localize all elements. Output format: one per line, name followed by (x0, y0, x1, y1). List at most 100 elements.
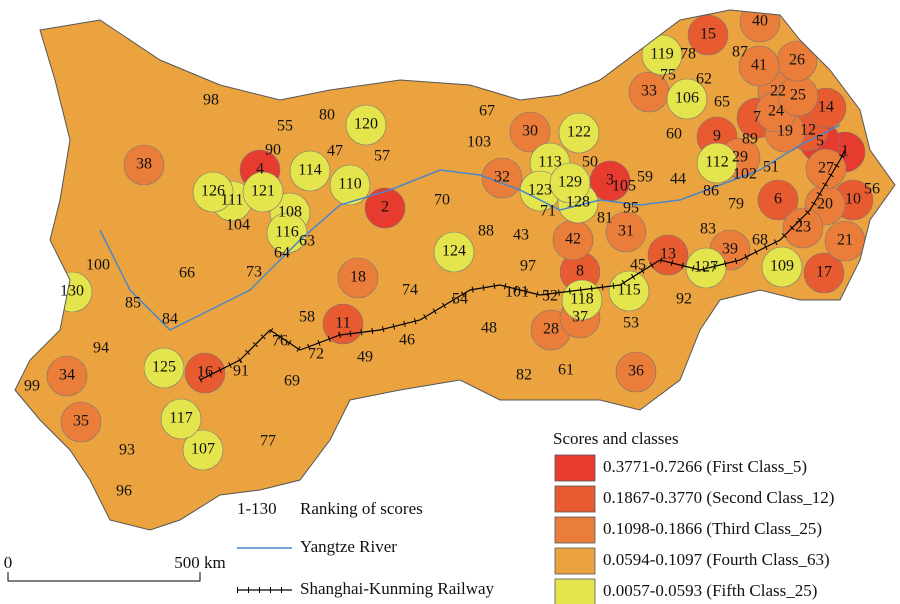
region-rank: 88 (478, 223, 494, 240)
region-rank: 74 (402, 282, 418, 299)
region-rank: 84 (162, 311, 178, 328)
rank-text: Ranking of scores (300, 499, 423, 518)
region-rank: 17 (816, 264, 832, 281)
region (687, 14, 729, 56)
region-rank: 34 (59, 367, 75, 384)
region-rank: 42 (565, 231, 581, 248)
region-rank: 85 (125, 295, 141, 312)
region-rank: 15 (700, 26, 716, 43)
region-rank: 81 (597, 210, 613, 227)
region-rank: 47 (327, 143, 343, 160)
region-rank: 101 (505, 284, 529, 301)
region-rank: 71 (540, 203, 556, 220)
legend-label: 0.0057-0.0593 (Fifth Class_25) (603, 581, 817, 600)
region-rank: 95 (623, 200, 639, 217)
region-rank: 119 (650, 46, 673, 63)
region-rank: 109 (770, 258, 794, 275)
region-rank: 89 (742, 131, 758, 148)
region-rank: 24 (768, 103, 784, 120)
region (364, 187, 406, 229)
region-rank: 39 (722, 241, 738, 258)
region-rank: 23 (795, 219, 811, 236)
region (615, 351, 657, 393)
region-rank: 108 (278, 204, 302, 221)
region-rank: 77 (260, 433, 276, 450)
region-rank: 86 (703, 183, 719, 200)
region-rank: 65 (714, 94, 730, 111)
region (666, 78, 708, 120)
region-rank: 61 (558, 362, 574, 379)
legend-swatch (554, 454, 596, 482)
region-rank: 127 (694, 259, 718, 276)
region (481, 157, 523, 199)
region (123, 144, 165, 186)
legend-label: 0.1867-0.3770 (Second Class_12) (603, 488, 834, 507)
region-rank: 11 (335, 315, 350, 332)
region-rank: 97 (520, 258, 536, 275)
region-rank: 48 (481, 320, 497, 337)
region (322, 303, 364, 345)
region-rank: 82 (516, 367, 532, 384)
region-rank: 49 (357, 349, 373, 366)
region-rank: 33 (641, 83, 657, 100)
region-rank: 91 (233, 363, 249, 380)
region (345, 104, 387, 146)
region-rank: 128 (566, 194, 590, 211)
region-rank: 117 (169, 410, 192, 427)
region-rank: 50 (582, 154, 598, 171)
rank-range: 1-130 (237, 499, 277, 518)
region (805, 148, 847, 190)
region-rank: 130 (60, 283, 84, 300)
region (60, 401, 102, 443)
region-rank: 67 (479, 103, 495, 120)
region-rank: 29 (732, 149, 748, 166)
region-rank: 64 (274, 245, 290, 262)
region-rank: 35 (73, 413, 89, 430)
legend-swatch (554, 547, 596, 575)
region-rank: 4 (256, 161, 264, 178)
region-rank: 20 (817, 196, 833, 213)
region (738, 45, 780, 87)
region-rank: 25 (790, 87, 806, 104)
region-rank: 60 (666, 126, 682, 143)
region-rank: 68 (752, 232, 768, 249)
region (192, 171, 234, 213)
region-rank: 90 (265, 142, 281, 159)
region-rank: 40 (752, 13, 768, 30)
region-rank: 6 (774, 191, 782, 208)
region-rank: 103 (467, 134, 491, 151)
scale-end: 500 km (174, 553, 225, 572)
region (289, 150, 331, 192)
region-rank: 51 (763, 159, 779, 176)
region-rank: 70 (434, 192, 450, 209)
region-rank: 28 (543, 321, 559, 338)
region (558, 112, 600, 154)
region (757, 179, 799, 221)
region-rank: 118 (570, 291, 593, 308)
region-rank: 43 (513, 227, 529, 244)
region-rank: 2 (381, 199, 389, 216)
region-rank: 38 (136, 156, 152, 173)
region-rank: 46 (399, 332, 415, 349)
legend-label: 0.0594-0.1097 (Fourth Class_63) (603, 550, 830, 569)
region-rank: 111 (221, 192, 244, 209)
region-rank: 44 (670, 171, 686, 188)
region-rank: 66 (179, 265, 195, 282)
region-rank: 16 (197, 364, 213, 381)
region-rank: 105 (612, 178, 636, 195)
region-rank: 114 (298, 162, 321, 179)
railway (198, 148, 848, 383)
region-rank: 129 (558, 174, 582, 191)
region-rank: 104 (226, 217, 250, 234)
legend-label: 0.3771-0.7266 (First Class_5) (603, 457, 807, 476)
legend-swatch (554, 578, 596, 604)
region (143, 347, 185, 389)
region-rank: 98 (203, 92, 219, 109)
region-rank: 123 (528, 182, 552, 199)
region-rank: 21 (837, 232, 853, 249)
region-rank: 92 (676, 291, 692, 308)
legend-title: Scores and classes (553, 429, 679, 448)
region-rank: 30 (522, 123, 538, 140)
region (608, 270, 650, 312)
region (761, 246, 803, 288)
